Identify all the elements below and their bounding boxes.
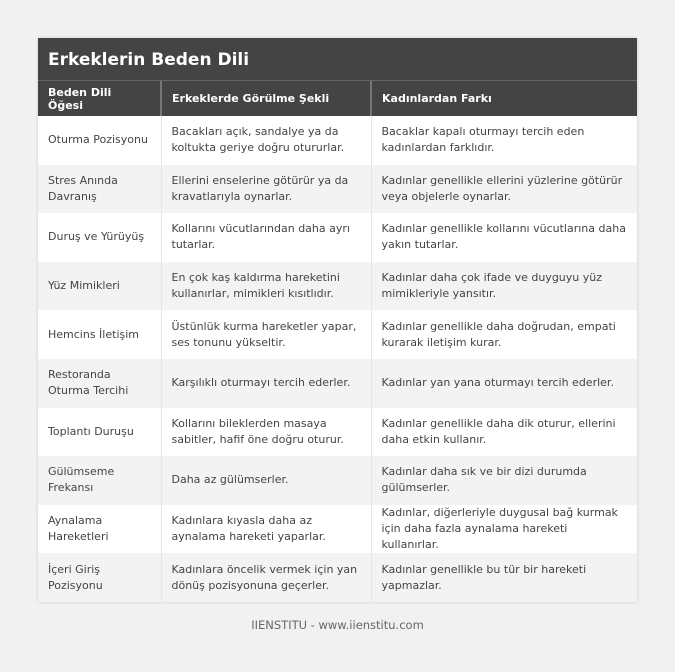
table-cell: Kadınlar daha çok ifade ve duyguyu yüz m…	[370, 261, 637, 311]
table-cell: Duruş ve Yürüyüş	[38, 213, 161, 262]
table-cell: Oturma Pozisyonu	[38, 116, 161, 165]
table-row: Oturma Pozisyonu Bacakları açık, sandalye…	[38, 116, 637, 165]
table-cell: Kadınlar genellikle daha dik oturur, ell…	[370, 407, 637, 457]
table-cell: Toplantı Duruşu	[38, 407, 161, 457]
table-row: Gülümseme Frekansı Daha az gülümserler. Ka…	[38, 456, 637, 505]
table-row: Restoranda Oturma Tercihi Karşılıklı otur…	[38, 358, 637, 408]
table-row: Toplantı Duruşu Kollarını bileklerden mas…	[38, 407, 637, 457]
table-cell: Kadınlar genellikle bu tür bir hareketi …	[370, 553, 637, 602]
table-cell: Kadınlar genellikle kollarını vücutların…	[370, 213, 637, 262]
table-cell: Kadınlara kıyasla daha az aynalama harek…	[160, 504, 371, 554]
column-header: Beden Dili Öğesi	[38, 81, 161, 116]
table-cell: Kadınlar daha sık ve bir dizi durumda gü…	[370, 456, 637, 505]
table-cell: En çok kaş kaldırma hareketini kullanırl…	[160, 261, 371, 311]
table-row: Stres Anında Davranış Ellerini enselerine…	[38, 164, 637, 214]
table-row: İçeri Giriş Pozisyonu Kadınlara öncelik v…	[38, 553, 637, 602]
table-cell: Hemcins İletişim	[38, 310, 161, 359]
table-cell: Stres Anında Davranış	[38, 164, 161, 214]
table-title: Erkeklerin Beden Dili	[38, 38, 637, 81]
table-cell: Bacaklar kapalı oturmayı tercih eden kad…	[370, 116, 637, 165]
table-cell: Kollarını bileklerden masaya sabitler, h…	[160, 407, 371, 457]
table-cell: Kadınlara öncelik vermek için yan dönüş …	[160, 553, 371, 602]
table-cell: İçeri Giriş Pozisyonu	[38, 553, 161, 602]
column-header: Kadınlardan Farkı	[370, 81, 637, 116]
table-cell: Üstünlük kurma hareketler yapar, ses ton…	[160, 310, 371, 359]
column-header: Erkeklerde Görülme Şekli	[160, 81, 371, 116]
table-cell: Yüz Mimikleri	[38, 261, 161, 311]
table-cell: Daha az gülümserler.	[160, 456, 371, 505]
table-cell: Kadınlar, diğerleriyle duygusal bağ kurm…	[370, 504, 637, 554]
table-cell: Bacakları açık, sandalye ya da koltukta …	[160, 116, 371, 165]
footer-credit: IIENSTITU - www.iienstitu.com	[251, 618, 424, 632]
data-table: Beden Dili Öğesi Erkeklerde Görülme Şekl…	[38, 81, 637, 602]
table-cell: Gülümseme Frekansı	[38, 456, 161, 505]
header-row: Beden Dili Öğesi Erkeklerde Görülme Şekl…	[38, 81, 637, 116]
table-cell: Karşılıklı oturmayı tercih ederler.	[160, 358, 371, 408]
table-cell: Ellerini enselerine götürür ya da kravat…	[160, 164, 371, 214]
table-cell: Kollarını vücutlarından daha ayrı tutarl…	[160, 213, 371, 262]
body-language-table-card: Erkeklerin Beden Dili Beden Dili Öğesi E…	[38, 38, 637, 602]
table-cell: Restoranda Oturma Tercihi	[38, 358, 161, 408]
table-cell: Kadınlar genellikle ellerini yüzlerine g…	[370, 164, 637, 214]
table-row: Hemcins İletişim Üstünlük kurma hareketle…	[38, 310, 637, 359]
table-row: Duruş ve Yürüyüş Kollarını vücutlarından …	[38, 213, 637, 262]
table-cell: Kadınlar yan yana oturmayı tercih ederle…	[370, 358, 637, 408]
table-row: Aynalama Hareketleri Kadınlara kıyasla da…	[38, 504, 637, 554]
table-cell: Aynalama Hareketleri	[38, 504, 161, 554]
table-cell: Kadınlar genellikle daha doğrudan, empat…	[370, 310, 637, 359]
table-row: Yüz Mimikleri En çok kaş kaldırma hareket…	[38, 261, 637, 311]
